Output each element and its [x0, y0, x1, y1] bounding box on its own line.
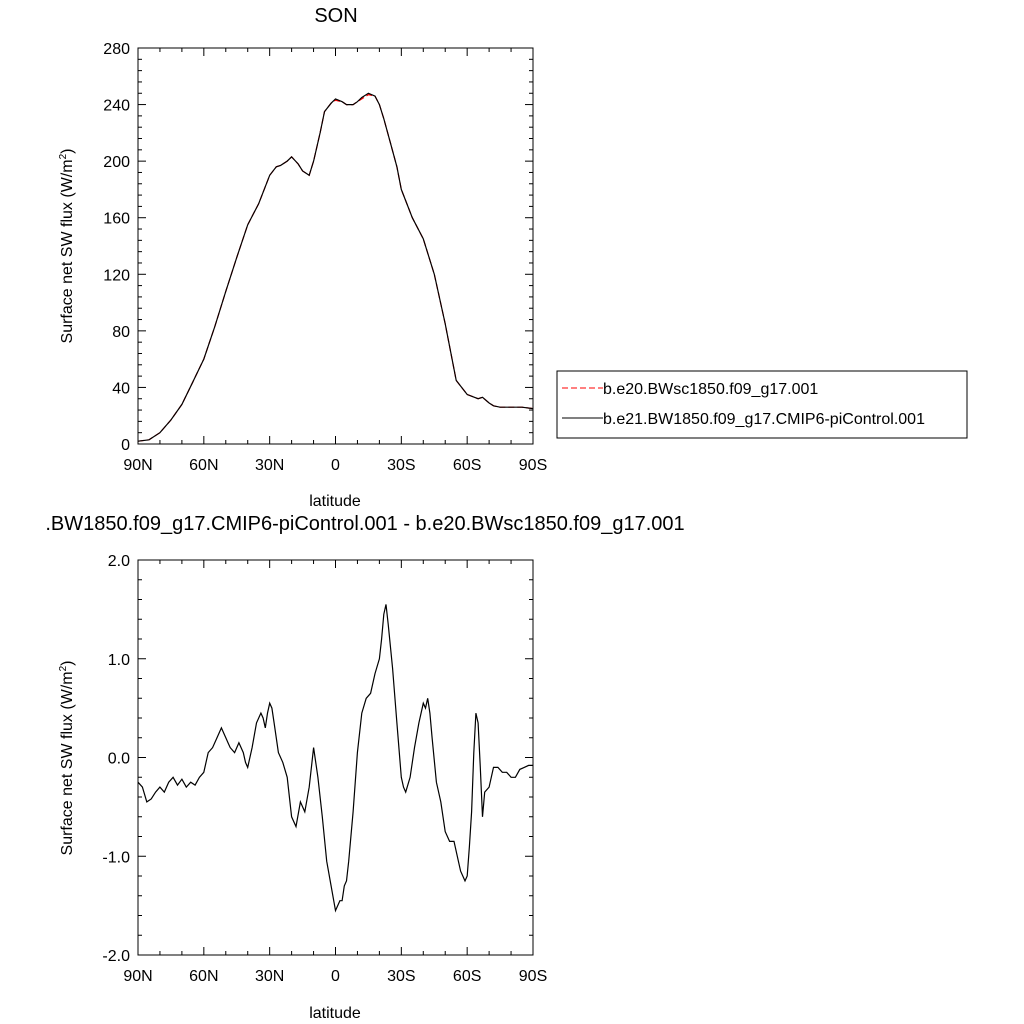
bottom-x-tick-label: 60S — [453, 968, 481, 985]
top-tick-layer: 90N 60N 30N 0 30S 60S 90S 0 40 80 120 160 200 240 280 — [103, 41, 547, 474]
bottom-x-tick-label: 30S — [387, 968, 415, 985]
legend: b.e20.BWsc1850.f09_g17.001 b.e21.BW1850.… — [556, 370, 968, 439]
top-x-tick-label: 90S — [519, 457, 547, 474]
bottom-x-axis-label: latitude — [309, 1005, 361, 1022]
bottom-x-tick-label: 90N — [123, 968, 152, 985]
bottom-y-tick-label: 1.0 — [108, 652, 130, 669]
bottom-tick-layer: 90N 60N 30N 0 30S 60S 90S -2.0 -1.0 0.0 1.0 2.0 — [102, 553, 547, 985]
top-y-axis-label: Surface net SW flux (W/m2) — [58, 149, 76, 344]
bottom-x-tick-label: 0 — [331, 968, 340, 985]
top-y-tick-label: 160 — [103, 211, 130, 228]
top-x-tick-label: 0 — [331, 457, 340, 474]
top-x-tick-label: 60S — [453, 457, 481, 474]
legend-label-red: b.e20.BWsc1850.f09_g17.001 — [603, 381, 818, 398]
top-y-tick-label: 40 — [112, 380, 130, 397]
legend-box — [556, 370, 968, 439]
top-x-tick-label: 60N — [189, 457, 218, 474]
bottom-panel: .BW1850.f09_g17.CMIP6-piControl.001 - b.… — [45, 513, 684, 1022]
bottom-y-axis-label: Surface net SW flux (W/m2) — [58, 661, 76, 856]
bottom-y-tick-label: -1.0 — [102, 849, 130, 866]
bottom-y-tick-label: 0.0 — [108, 751, 130, 768]
top-plot-frame — [137, 47, 534, 445]
legend-label-black: b.e21.BW1850.f09_g17.CMIP6-piControl.001 — [603, 411, 925, 428]
top-series-line-0 — [137, 94, 534, 442]
top-x-tick-label: 30N — [255, 457, 284, 474]
top-y-tick-label: 120 — [103, 267, 130, 284]
top-x-tick-label: 90N — [123, 457, 152, 474]
bottom-y-tick-label: 2.0 — [108, 553, 130, 570]
bottom-x-tick-label: 60N — [189, 968, 218, 985]
bottom-chart-title: .BW1850.f09_g17.CMIP6-piControl.001 - b.… — [45, 513, 684, 535]
top-y-tick-label: 200 — [103, 154, 130, 171]
bottom-y-tick-label: -2.0 — [102, 948, 130, 965]
bottom-x-tick-label: 90S — [519, 968, 547, 985]
top-panel: SON 90N 60N 30N 0 30S 60S 90S 0 40 80 120 160 200 240… — [58, 5, 968, 510]
top-y-tick-label: 0 — [121, 437, 130, 454]
top-chart-title: SON — [314, 5, 357, 27]
top-x-axis-label: latitude — [309, 493, 361, 510]
bottom-series-line-0 — [137, 604, 533, 913]
top-y-tick-label: 80 — [112, 324, 130, 341]
top-x-tick-label: 30S — [387, 457, 415, 474]
top-y-tick-label: 240 — [103, 98, 130, 115]
top-series-layer — [137, 92, 534, 442]
bottom-series-layer — [137, 604, 533, 913]
top-y-tick-label: 280 — [103, 41, 130, 58]
top-series-line-1 — [137, 92, 534, 442]
bottom-x-tick-label: 30N — [255, 968, 284, 985]
